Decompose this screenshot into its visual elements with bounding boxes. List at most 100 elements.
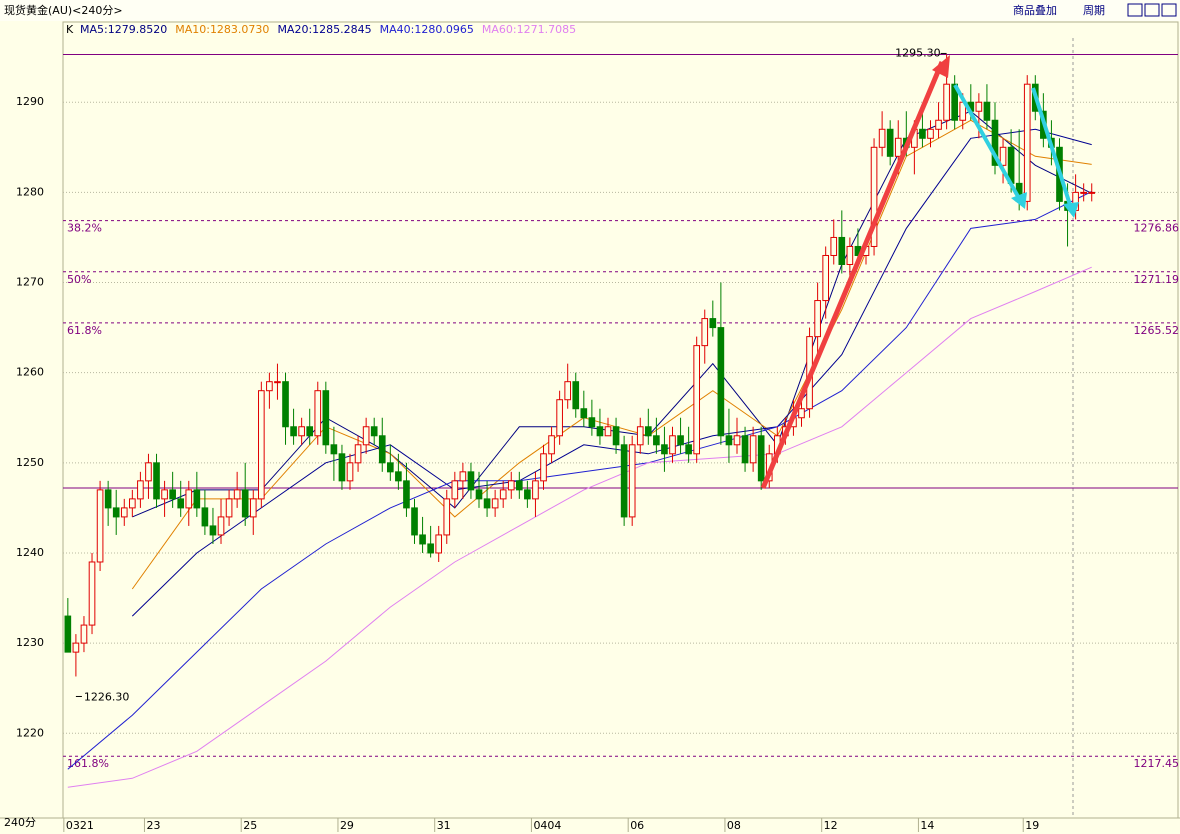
candle-body	[137, 480, 144, 500]
candle-body	[1080, 191, 1087, 194]
candle-body	[145, 462, 152, 482]
candle-body	[822, 254, 830, 302]
candle-body	[798, 408, 805, 419]
candle-body	[274, 381, 281, 384]
candle-body	[403, 480, 410, 509]
fib-value: 1265.52	[1134, 324, 1180, 337]
candle-body	[193, 489, 201, 509]
candle-body	[443, 498, 451, 536]
candle-body	[185, 489, 193, 509]
candle-body	[129, 498, 136, 509]
annotation: 1295.30	[895, 46, 941, 59]
candle-body	[564, 381, 572, 401]
y-tick-label: 1250	[16, 456, 44, 469]
candle-body	[701, 318, 709, 347]
candle-body	[387, 462, 394, 473]
candle-body	[846, 245, 854, 265]
candle-body	[362, 426, 370, 446]
candle-body	[153, 462, 160, 500]
x-tick-label: 12	[824, 819, 838, 832]
candle-body	[120, 507, 128, 518]
candle-body	[596, 426, 604, 437]
x-tick-label: 23	[146, 819, 160, 832]
fib-label: 50%	[67, 273, 91, 286]
candle-body	[628, 444, 636, 518]
candle-body	[669, 435, 676, 455]
fib-value: 1217.45	[1134, 757, 1180, 770]
candle-body	[395, 471, 402, 482]
x-tick-label: 14	[920, 819, 934, 832]
candle-body	[556, 399, 563, 437]
y-tick-label: 1270	[16, 276, 44, 289]
candle-body	[620, 444, 628, 518]
legend-entry: MA10:1283.0730	[175, 23, 269, 36]
candle-body	[258, 390, 265, 500]
candle-body	[733, 435, 741, 446]
candle-body	[201, 507, 209, 527]
candle-body	[475, 489, 483, 500]
candle-body	[757, 435, 765, 482]
overlay-button[interactable]: 商品叠加	[1013, 3, 1057, 17]
legend-entry: MA60:1271.7085	[482, 23, 576, 36]
trend-arrow	[953, 84, 1022, 201]
candle-body	[886, 128, 894, 157]
candle-body	[499, 489, 507, 500]
candle-body	[370, 426, 378, 437]
legend-entry: MA40:1280.0965	[380, 23, 474, 36]
candle-body	[161, 489, 168, 500]
candle-body	[451, 480, 459, 500]
period-button[interactable]: 周期	[1083, 4, 1105, 17]
chart-title: 现货黄金(AU)<240分>	[4, 3, 123, 17]
y-tick-label: 1230	[16, 636, 44, 649]
candle-body	[919, 128, 926, 139]
ma-line	[67, 266, 1092, 788]
legend-entry: MA20:1285.2845	[277, 23, 371, 36]
header-bar	[0, 0, 1180, 21]
candle-body	[983, 101, 991, 121]
candle-body	[330, 444, 338, 455]
candle-body	[483, 498, 491, 509]
candle-body	[677, 435, 684, 446]
x-tick-label: 25	[243, 819, 257, 832]
x-tick-label: 31	[437, 819, 451, 832]
candle-body	[838, 236, 846, 265]
arrow-head	[1063, 202, 1079, 218]
candle-body	[491, 498, 499, 509]
candle-body	[507, 480, 515, 491]
candle-body	[64, 615, 72, 653]
candle-body	[741, 435, 749, 464]
candle-body	[991, 119, 999, 166]
candle-body	[717, 327, 725, 437]
annotation: 1226.30	[84, 690, 130, 703]
x-axis-unit: 240分	[4, 816, 36, 829]
candle-body	[830, 236, 838, 256]
fib-value: 1271.19	[1134, 273, 1180, 286]
candle-body	[693, 345, 701, 455]
candle-body	[209, 525, 217, 536]
candle-body	[943, 83, 950, 121]
candle-body	[636, 426, 644, 446]
trend-arrow	[1031, 87, 1073, 209]
candle-body	[346, 462, 354, 482]
candle-body	[709, 318, 717, 329]
candle-body	[104, 489, 112, 509]
y-tick-label: 1280	[16, 185, 44, 198]
candle-body	[661, 444, 668, 455]
candle-body	[169, 489, 176, 500]
candle-body	[572, 381, 580, 410]
ma-line	[132, 110, 1092, 518]
fib-value: 1276.86	[1134, 222, 1180, 235]
candle-body	[419, 534, 426, 545]
fib-label: 161.8%	[67, 757, 109, 770]
candle-body	[427, 543, 434, 554]
candle-body	[338, 453, 346, 482]
candle-body	[999, 146, 1007, 166]
candle-body	[540, 453, 547, 482]
candle-body	[225, 498, 233, 518]
candle-body	[1088, 191, 1096, 194]
arrows	[760, 55, 1079, 489]
candle-body	[814, 300, 821, 338]
candle-body	[306, 426, 314, 437]
nav-icons[interactable]	[1127, 3, 1177, 17]
